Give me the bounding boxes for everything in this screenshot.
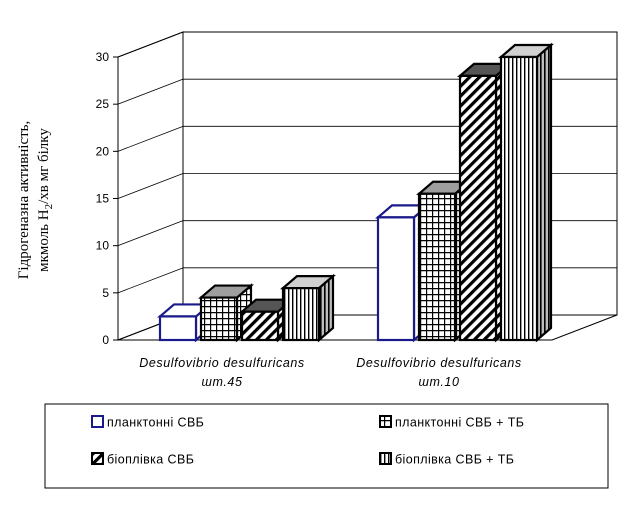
y-axis-label: Гідрогеназна активність, мкмоль Н2/хв мг…: [16, 121, 55, 280]
legend-swatch: [379, 452, 392, 465]
legend-label: планктонні СВБ + ТБ: [395, 416, 524, 430]
y-tick-label: 30: [96, 50, 110, 64]
y-axis: 0 5 10 15 20 25 30: [96, 50, 119, 347]
y-tick-label: 20: [96, 144, 110, 158]
bar-front: [458, 74, 498, 342]
y-tick-label: 10: [96, 239, 110, 253]
gridline-left: [117, 267, 184, 294]
y-tick-label: 5: [102, 286, 109, 300]
bar-front: [158, 315, 198, 342]
bars: [157, 42, 554, 343]
bar-side: [535, 42, 553, 343]
bar: [280, 273, 336, 343]
legend-swatch: [91, 415, 104, 428]
category-label-line1: Desulfovibrio desulfuricans: [139, 356, 305, 370]
legend-label: планктонні СВБ: [107, 416, 204, 430]
gridline-left: [117, 173, 184, 199]
category-label-line2: шт.45: [201, 375, 242, 389]
y-tick-label: 25: [96, 97, 110, 111]
gridline-left: [117, 125, 184, 152]
gridline-left: [117, 220, 184, 247]
gridline-left: [117, 31, 184, 58]
gridline-left: [117, 78, 184, 105]
legend-swatch: [379, 415, 392, 428]
y-axis-label-line2: мкмоль Н2/хв мг білку: [36, 128, 55, 272]
bar-front: [199, 296, 239, 342]
bar-front: [281, 287, 321, 342]
bar-front: [240, 310, 280, 342]
bar-front: [376, 216, 416, 342]
legend-box: [44, 403, 609, 489]
y-tick-label: 15: [96, 192, 110, 206]
legend-label: біоплівка СВБ: [107, 453, 194, 467]
legend: планктонні СВБ планктонні СВБ + ТБ біоплів…: [44, 403, 609, 489]
category-label-line1: Desulfovibrio desulfuricans: [356, 356, 522, 370]
category-labels: Desulfovibrio desulfuricans шт.45 Desulfov…: [139, 356, 522, 389]
legend-swatch: [91, 452, 104, 465]
y-tick-label: 0: [102, 333, 109, 347]
y-axis-label-line1: Гідрогеназна активність,: [16, 121, 32, 280]
category-label-line2: шт.10: [418, 375, 459, 389]
bar: [498, 42, 554, 343]
bar-front: [499, 55, 539, 342]
bar-front: [417, 192, 457, 342]
legend-label: біоплівка СВБ + ТБ: [395, 453, 514, 467]
